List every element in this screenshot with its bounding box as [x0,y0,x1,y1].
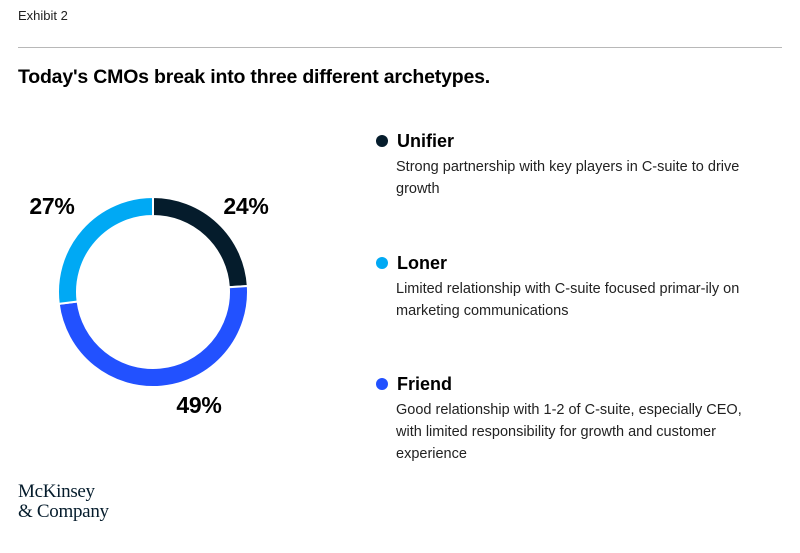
legend-item-friend: Friend Good relationship with 1-2 of C-s… [376,372,756,465]
loner-color-swatch [376,257,388,269]
logo-line-2: & Company [18,501,109,522]
donut-slice-friend [57,284,249,388]
legend-description-loner: Limited relationship with C-suite focuse… [396,281,740,319]
legend-label-friend: Friend [397,373,453,394]
friend-color-swatch [376,378,388,390]
donut-slice-loner [57,195,154,306]
data-label-unifier: 24% [223,193,268,219]
logo-line-1: McKinsey [18,481,95,502]
legend-description-unifier: Strong partnership with key players in C… [396,159,740,197]
mckinsey-logo: McKinsey & Company [18,482,109,522]
data-label-friend: 49% [176,392,221,418]
header-divider [18,47,782,48]
exhibit-label: Exhibit 2 [18,8,68,23]
legend-description-friend: Good relationship with 1-2 of C-suite, e… [396,402,742,462]
legend-label-unifier: Unifier [397,130,455,151]
legend-item-unifier: Unifier Strong partnership with key play… [376,129,756,200]
data-label-loner: 27% [29,193,74,219]
unifier-color-swatch [376,135,388,147]
chart-title: Today's CMOs break into three different … [18,66,490,88]
legend-label-loner: Loner [397,252,448,273]
legend-item-loner: Loner Limited relationship with C-suite … [376,251,756,322]
